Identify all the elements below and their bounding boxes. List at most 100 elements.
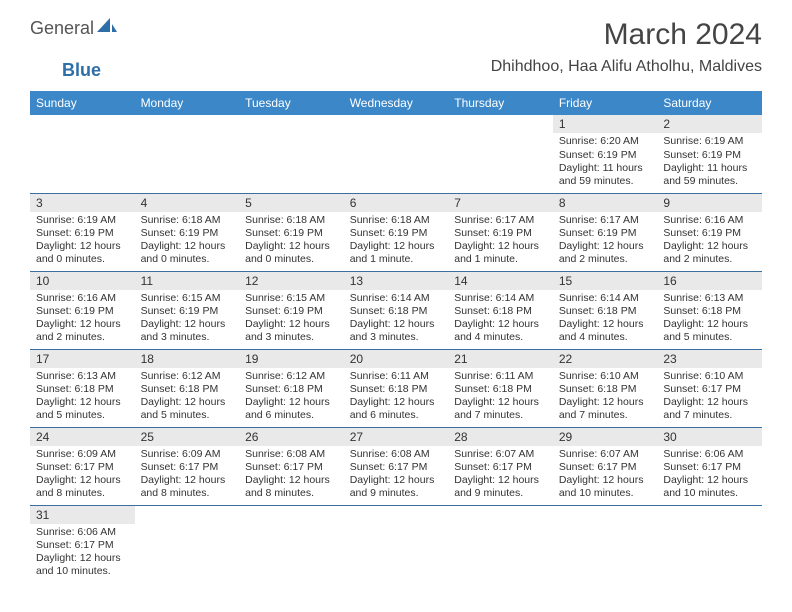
day-number: 29 [553,428,658,446]
day-detail-line: Daylight: 12 hours and 5 minutes. [36,396,129,422]
calendar-cell: 4Sunrise: 6:18 AMSunset: 6:19 PMDaylight… [135,193,240,271]
day-number: 6 [344,194,449,212]
day-number: 26 [239,428,344,446]
day-details: Sunrise: 6:07 AMSunset: 6:17 PMDaylight:… [553,446,658,505]
day-number: 23 [657,350,762,368]
calendar-cell: 3Sunrise: 6:19 AMSunset: 6:19 PMDaylight… [30,193,135,271]
day-details: Sunrise: 6:18 AMSunset: 6:19 PMDaylight:… [135,212,240,271]
calendar-cell [344,505,449,583]
day-number [239,506,344,524]
calendar-cell: 29Sunrise: 6:07 AMSunset: 6:17 PMDayligh… [553,427,658,505]
day-number: 21 [448,350,553,368]
day-detail-line: Sunrise: 6:08 AM [350,448,443,461]
day-details [30,133,135,139]
calendar-cell [239,505,344,583]
day-number: 25 [135,428,240,446]
day-detail-line: Sunset: 6:18 PM [559,383,652,396]
day-number: 13 [344,272,449,290]
day-detail-line: Sunrise: 6:15 AM [245,292,338,305]
day-number: 9 [657,194,762,212]
day-details: Sunrise: 6:12 AMSunset: 6:18 PMDaylight:… [135,368,240,427]
day-detail-line: Sunrise: 6:08 AM [245,448,338,461]
day-detail-line: Sunset: 6:18 PM [454,383,547,396]
day-detail-line: Sunset: 6:18 PM [559,305,652,318]
day-detail-line: Sunrise: 6:07 AM [454,448,547,461]
day-number [657,506,762,524]
day-details: Sunrise: 6:11 AMSunset: 6:18 PMDaylight:… [344,368,449,427]
day-details [344,524,449,530]
day-detail-line: Sunrise: 6:09 AM [141,448,234,461]
day-details [344,133,449,139]
day-number: 5 [239,194,344,212]
day-details: Sunrise: 6:08 AMSunset: 6:17 PMDaylight:… [344,446,449,505]
day-detail-line: Sunset: 6:19 PM [141,305,234,318]
day-detail-line: Daylight: 11 hours and 59 minutes. [559,162,652,188]
day-number: 28 [448,428,553,446]
day-details: Sunrise: 6:15 AMSunset: 6:19 PMDaylight:… [239,290,344,349]
day-detail-line: Sunset: 6:18 PM [36,383,129,396]
calendar-cell: 7Sunrise: 6:17 AMSunset: 6:19 PMDaylight… [448,193,553,271]
calendar-cell: 5Sunrise: 6:18 AMSunset: 6:19 PMDaylight… [239,193,344,271]
day-detail-line: Sunrise: 6:06 AM [36,526,129,539]
calendar-cell: 31Sunrise: 6:06 AMSunset: 6:17 PMDayligh… [30,505,135,583]
calendar-cell [553,505,658,583]
day-details: Sunrise: 6:13 AMSunset: 6:18 PMDaylight:… [30,368,135,427]
day-number: 24 [30,428,135,446]
day-number: 19 [239,350,344,368]
day-detail-line: Sunset: 6:19 PM [663,227,756,240]
day-detail-line: Sunset: 6:19 PM [245,227,338,240]
day-details: Sunrise: 6:08 AMSunset: 6:17 PMDaylight:… [239,446,344,505]
day-detail-line: Daylight: 12 hours and 3 minutes. [350,318,443,344]
day-detail-line: Daylight: 12 hours and 3 minutes. [141,318,234,344]
day-details: Sunrise: 6:09 AMSunset: 6:17 PMDaylight:… [30,446,135,505]
day-detail-line: Daylight: 12 hours and 9 minutes. [454,474,547,500]
logo-text-blue: Blue [62,60,101,80]
day-detail-line: Daylight: 12 hours and 6 minutes. [245,396,338,422]
day-number: 22 [553,350,658,368]
day-details [135,133,240,139]
day-details: Sunrise: 6:14 AMSunset: 6:18 PMDaylight:… [344,290,449,349]
day-detail-line: Daylight: 12 hours and 5 minutes. [141,396,234,422]
day-detail-line: Sunrise: 6:13 AM [36,370,129,383]
day-details: Sunrise: 6:10 AMSunset: 6:18 PMDaylight:… [553,368,658,427]
calendar-cell: 26Sunrise: 6:08 AMSunset: 6:17 PMDayligh… [239,427,344,505]
calendar-cell: 27Sunrise: 6:08 AMSunset: 6:17 PMDayligh… [344,427,449,505]
calendar-cell [448,505,553,583]
day-number: 2 [657,115,762,133]
calendar-cell: 15Sunrise: 6:14 AMSunset: 6:18 PMDayligh… [553,271,658,349]
day-detail-line: Sunset: 6:18 PM [245,383,338,396]
day-number [553,506,658,524]
calendar-cell: 16Sunrise: 6:13 AMSunset: 6:18 PMDayligh… [657,271,762,349]
calendar-cell [239,115,344,193]
day-detail-line: Daylight: 12 hours and 0 minutes. [141,240,234,266]
day-detail-line: Sunset: 6:17 PM [350,461,443,474]
day-detail-line: Sunrise: 6:07 AM [559,448,652,461]
day-detail-line: Sunset: 6:18 PM [350,383,443,396]
day-detail-line: Sunrise: 6:20 AM [559,135,652,148]
day-detail-line: Sunrise: 6:10 AM [559,370,652,383]
day-details: Sunrise: 6:16 AMSunset: 6:19 PMDaylight:… [657,212,762,271]
day-detail-line: Sunrise: 6:18 AM [245,214,338,227]
day-detail-line: Sunset: 6:19 PM [559,227,652,240]
calendar-cell: 12Sunrise: 6:15 AMSunset: 6:19 PMDayligh… [239,271,344,349]
day-number [344,506,449,524]
day-detail-line: Sunset: 6:17 PM [663,383,756,396]
day-detail-line: Daylight: 12 hours and 7 minutes. [454,396,547,422]
logo-text-general: General [30,18,94,39]
day-detail-line: Sunrise: 6:16 AM [663,214,756,227]
calendar-cell: 19Sunrise: 6:12 AMSunset: 6:18 PMDayligh… [239,349,344,427]
day-detail-line: Daylight: 12 hours and 10 minutes. [36,552,129,578]
day-details: Sunrise: 6:11 AMSunset: 6:18 PMDaylight:… [448,368,553,427]
day-details: Sunrise: 6:15 AMSunset: 6:19 PMDaylight:… [135,290,240,349]
day-detail-line: Sunrise: 6:16 AM [36,292,129,305]
day-details: Sunrise: 6:16 AMSunset: 6:19 PMDaylight:… [30,290,135,349]
day-detail-line: Daylight: 12 hours and 4 minutes. [454,318,547,344]
day-detail-line: Daylight: 12 hours and 7 minutes. [663,396,756,422]
calendar-cell: 14Sunrise: 6:14 AMSunset: 6:18 PMDayligh… [448,271,553,349]
calendar-cell [30,115,135,193]
day-detail-line: Daylight: 12 hours and 2 minutes. [36,318,129,344]
day-number: 7 [448,194,553,212]
day-detail-line: Sunrise: 6:14 AM [454,292,547,305]
calendar-cell: 21Sunrise: 6:11 AMSunset: 6:18 PMDayligh… [448,349,553,427]
day-number: 11 [135,272,240,290]
